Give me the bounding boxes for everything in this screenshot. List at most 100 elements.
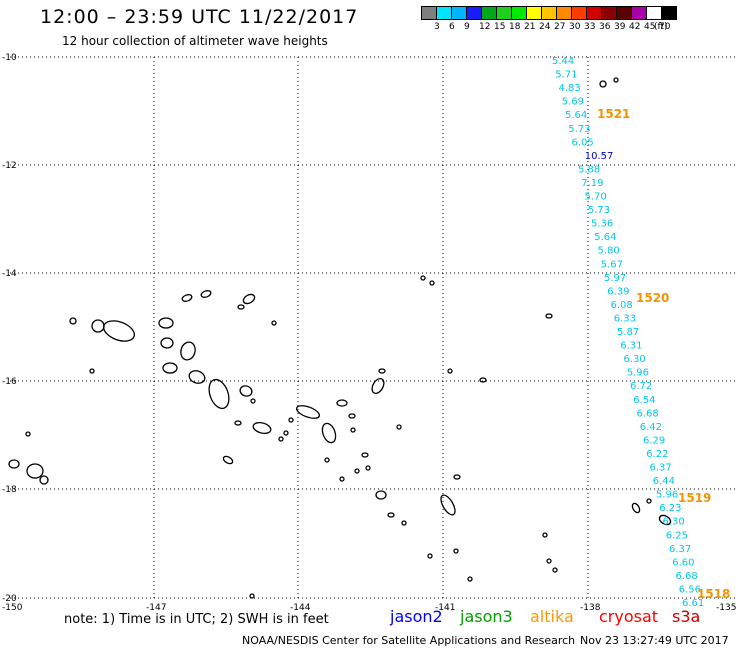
island-outline [162,362,178,374]
satellite-name: s3a [672,607,701,626]
map-frame [10,56,735,599]
island-outline [365,465,371,471]
legend-tick-label: 6 [449,22,455,32]
map-subtitle: 12 hour collection of altimeter wave hei… [62,34,328,48]
island-outline [371,377,385,395]
island-outline [658,514,672,526]
legend-tick-label: 9 [464,22,470,32]
island-outline [631,502,641,514]
wave-height-label: 5.88 [578,164,600,175]
island-outline [599,80,607,88]
color-scale-labels: 3 6 9 12 15 18 21 24 27 30 33 36 39 42 45 70 (ft) [421,22,740,36]
island-outline [396,424,402,430]
island-outline [467,576,473,582]
pass-number-label: 1521 [597,107,630,121]
lat-label: -20 [2,594,17,604]
satellite-name: jason2 [390,607,443,626]
island-outline [552,567,558,573]
units-note: note: 1) Time is in UTC; 2) SWH is in fe… [64,612,329,627]
legend-tick-label: 42 [629,22,641,32]
island-outline [295,405,321,419]
satellite-name: altika [530,607,574,626]
wave-height-label: 6.68 [637,408,659,419]
island-outline [288,417,294,423]
island-outline [91,319,105,333]
island-outline [103,320,135,342]
lat-label: -14 [2,269,17,279]
legend-tick-label: 21 [524,22,536,32]
wave-height-label: 5.73 [568,124,590,135]
island-outline [89,368,95,374]
island-outline [25,431,31,437]
legend-tick-label: 36 [599,22,611,32]
wave-height-label: 6.33 [614,313,636,324]
wave-height-label: 5.64 [565,110,587,121]
wave-height-label: 5.36 [591,219,613,230]
wave-height-label: 5.69 [562,97,584,108]
island-outline [252,421,272,435]
axis-labels: -10 -12 -14 -16 -18 -20-150 -147 -144 -141 -138 -1… [2,53,736,613]
legend-tick-label: 30 [569,22,581,32]
wave-height-label: 6.29 [643,435,665,446]
legend-tick-label: 45 [644,22,656,32]
island-outline [208,378,230,410]
wave-height-label: 6.72 [630,381,652,392]
island-outline [378,368,386,374]
wave-height-label: 6.68 [676,571,698,582]
wave-height-label: 5.70 [585,192,607,203]
wave-height-label: 4.83 [559,83,581,94]
island-outline [354,468,360,474]
wave-height-label: 6.54 [633,395,655,406]
pass-labels: 1521 1520 1519 1518 [597,107,730,601]
island-outline [234,420,242,426]
lon-label: -135 [716,603,736,613]
island-outline [542,532,548,538]
legend-tick-label: 70 [659,22,671,32]
island-outline [278,436,284,442]
island-outline [283,430,289,436]
island-outline [453,474,461,480]
wave-height-label: 6.25 [666,530,688,541]
wave-height-label: 5.80 [598,246,620,257]
lat-label: -18 [2,485,17,495]
island-outline [429,280,435,286]
island-outline [242,293,256,305]
legend-tick-label: 3 [434,22,440,32]
wave-height-label: 5.71 [555,70,577,81]
satellite-name: jason3 [460,607,513,626]
wave-height-label: 6.31 [620,341,642,352]
lon-label: -138 [580,603,601,613]
wave-height-label: 10.57 [585,151,614,162]
island-outline [324,457,330,463]
lon-label: -144 [290,603,311,613]
wave-height-label: 6.22 [646,449,668,460]
island-outline [250,398,256,404]
island-outline [158,317,174,329]
island-outline [180,341,196,361]
island-outline [39,475,49,485]
island-outline [348,413,356,419]
lat-label: -10 [2,53,17,63]
pass-number-label: 1519 [678,491,711,505]
wave-height-label: 6.08 [611,300,633,311]
island-outline [26,463,44,479]
island-outline [321,422,337,444]
wave-height-labels: 5.44 5.71 4.83 5.69 5.64 5.73 6.05 10.57 5.88 7.1… [552,56,704,609]
wave-height-label: 5.97 [604,273,626,284]
island-outline [160,337,174,349]
legend-tick-label: 39 [614,22,626,32]
lon-label: -141 [435,603,455,613]
island-outline [646,498,652,504]
island-outline [427,553,433,559]
legend-tick-label: 18 [509,22,521,32]
legend-tick-label: 27 [554,22,566,32]
graticule [10,57,735,598]
island-outlines [8,77,672,599]
wave-height-label: 6.37 [669,544,691,555]
island-outline [361,452,369,458]
credit-line: NOAA/NESDIS Center for Satellite Applica… [242,634,576,647]
island-outline [387,512,395,518]
wave-height-label: 6.30 [663,517,685,528]
island-outline [336,399,348,407]
island-outline [237,304,245,310]
